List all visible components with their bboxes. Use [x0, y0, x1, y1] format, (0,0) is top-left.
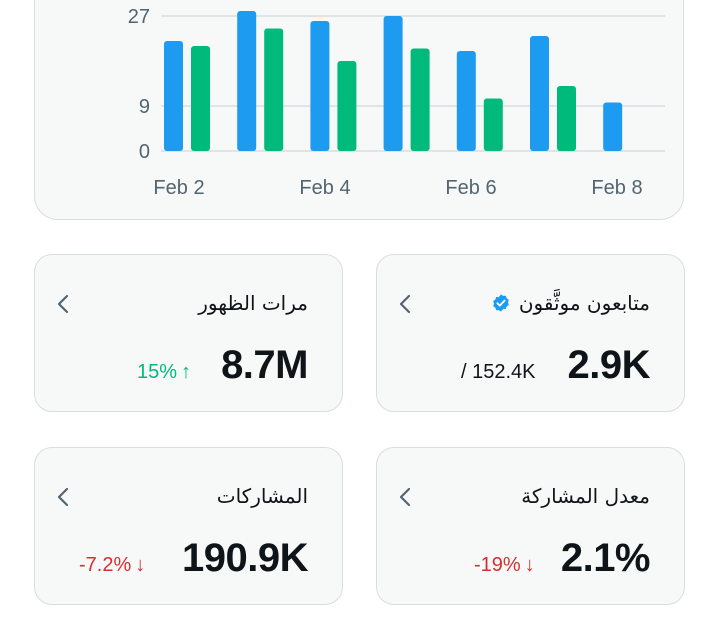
- y-tick-label: 9: [139, 96, 150, 118]
- card-title: معدل المشاركة: [521, 484, 650, 508]
- card-change: 15% ↑: [137, 361, 191, 384]
- bar-blue[interactable]: [310, 21, 330, 151]
- arrow-down-icon: ↓: [524, 554, 535, 576]
- verified-badge-icon: [492, 294, 509, 312]
- bar-blue[interactable]: [603, 102, 623, 152]
- bar-green[interactable]: [410, 48, 430, 152]
- bar-green[interactable]: [337, 61, 357, 151]
- chart-card: 27 9 0 Feb 2 Feb 4 Feb 6 Feb 8: [34, 0, 684, 220]
- chevron-left-icon: [57, 487, 69, 507]
- bar-blue[interactable]: [164, 41, 183, 151]
- arrow-down-icon: ↓: [135, 554, 146, 576]
- change-percent: -7.2%: [79, 554, 132, 576]
- change-percent: 15%: [137, 361, 178, 383]
- bar-blue[interactable]: [530, 36, 549, 151]
- bar-green[interactable]: [483, 98, 503, 152]
- card-title: متابعون موثَّقون: [491, 291, 650, 315]
- card-impressions[interactable]: مرات الظهور 8.7M 15% ↑: [34, 254, 343, 412]
- change-percent: -19%: [474, 554, 521, 576]
- bar-blue[interactable]: [456, 51, 476, 151]
- card-title: المشاركات: [217, 484, 308, 508]
- bar-green[interactable]: [191, 46, 210, 151]
- card-title-text: مرات الظهور: [198, 291, 308, 315]
- card-value: 2.1%: [560, 536, 651, 580]
- chevron-left-icon: [399, 294, 411, 314]
- card-value: 190.9K: [182, 536, 308, 580]
- card-engagement-rate[interactable]: معدل المشاركة 2.1% -19% ↓: [376, 447, 685, 605]
- bar-blue[interactable]: [237, 11, 257, 151]
- y-tick-label: 0: [139, 141, 150, 163]
- card-sub: / 152.4K: [461, 361, 536, 383]
- bar-green[interactable]: [264, 28, 284, 152]
- x-tick-label: Feb 2: [153, 177, 204, 199]
- card-change: -19% ↓: [474, 554, 535, 577]
- card-title-text: متابعون موثَّقون: [518, 291, 650, 315]
- card-engagements[interactable]: المشاركات 190.9K -7.2% ↓: [34, 447, 343, 605]
- card-title: مرات الظهور: [198, 291, 308, 315]
- chevron-left-icon: [399, 487, 411, 507]
- bar-blue[interactable]: [383, 16, 403, 151]
- card-verified-followers[interactable]: متابعون موثَّقون 2.9K / 152.4K: [376, 254, 685, 412]
- card-change: -7.2% ↓: [79, 554, 145, 577]
- card-title-text: المشاركات: [216, 484, 308, 508]
- x-tick-label: Feb 4: [299, 177, 350, 199]
- arrow-up-icon: ↑: [181, 361, 192, 383]
- x-tick-label: Feb 6: [445, 177, 496, 199]
- x-tick-label: Feb 8: [591, 177, 642, 199]
- card-title-text: معدل المشاركة: [521, 484, 650, 508]
- y-tick-label: 27: [128, 6, 150, 28]
- card-value: 8.7M: [221, 343, 308, 387]
- chevron-left-icon: [57, 294, 69, 314]
- card-value: 2.9K: [567, 343, 651, 387]
- bar-green[interactable]: [557, 86, 576, 151]
